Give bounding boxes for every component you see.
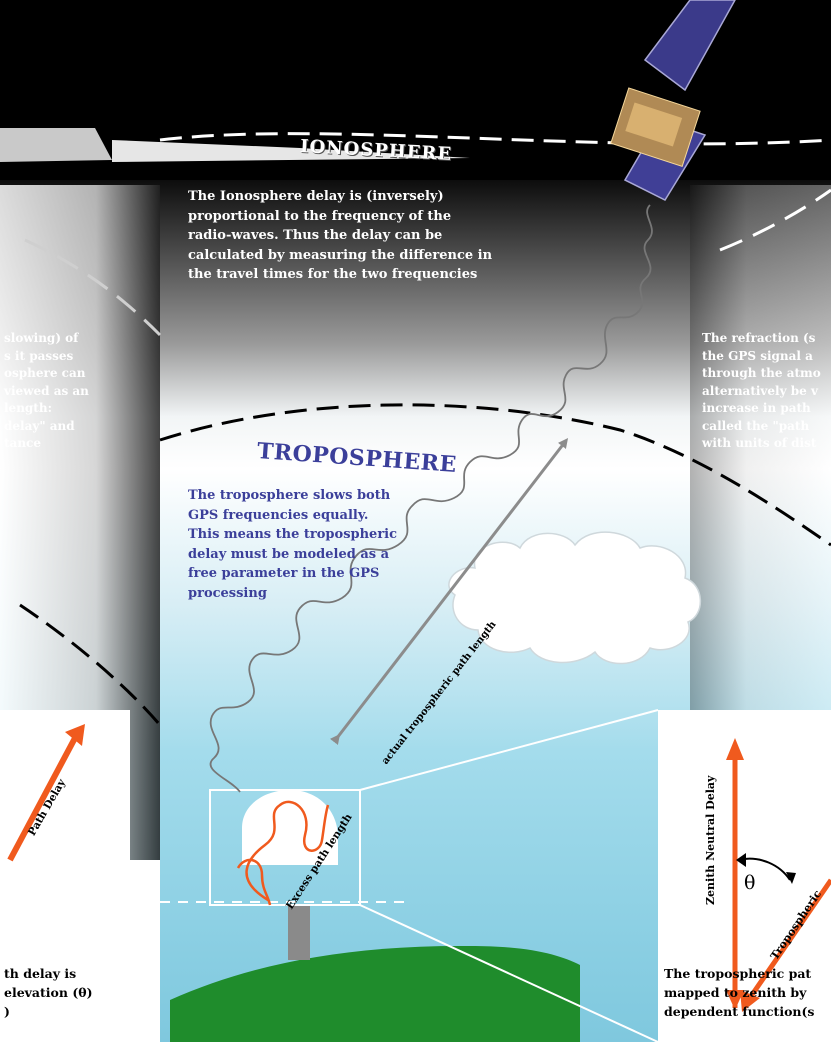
ionosphere-text-line: radio-waves. Thus the delay can be <box>188 228 443 243</box>
refraction-left-line: s it passes <box>4 348 74 363</box>
slant-arrow-bottom-head <box>740 990 760 1012</box>
ionosphere-text-line: calculated by measuring the difference i… <box>188 247 493 263</box>
right-inset-box <box>658 710 831 1042</box>
theta-label: θ <box>744 872 756 894</box>
refraction-left-line: delay" and <box>4 418 75 433</box>
zenith-caption-line: th delay is <box>4 966 77 981</box>
troposphere-text-line: The troposphere slows both <box>188 488 391 503</box>
refraction-right-line: the GPS signal a <box>702 348 813 363</box>
inset-connector-top <box>359 709 659 791</box>
refraction-left-line: viewed as an <box>4 383 89 398</box>
troposphere-boundary <box>159 403 831 547</box>
mapping-caption-line: dependent function(s <box>664 1004 815 1019</box>
zenith-arrow-top-head <box>726 738 744 760</box>
refraction-description-right: The refraction (s the GPS signal a throu… <box>702 330 821 453</box>
left-slant-arrow <box>7 736 78 862</box>
gps-satellite <box>610 0 736 201</box>
ionosphere-text-line: the travel times for the two frequencies <box>188 267 478 282</box>
inset-connector-bottom <box>359 904 659 1042</box>
troposphere-text-line: processing <box>188 585 267 601</box>
ionosphere-left-boundary <box>24 238 162 337</box>
top-left-white-band <box>112 140 470 162</box>
zenith-caption-line: ) <box>4 1004 10 1019</box>
troposphere-text-line: free parameter in the GPS <box>188 566 380 581</box>
receiver-dome <box>242 790 338 843</box>
left-caption-box <box>0 860 160 1042</box>
theta-arc-head-right <box>786 872 796 884</box>
refraction-left-line: osphere can <box>4 366 86 380</box>
excess-path-wave <box>245 800 330 902</box>
receiver-inset-frame <box>209 789 361 906</box>
troposphere-text-line: delay must be modeled as a <box>188 546 390 562</box>
refraction-right-line: through the atmo <box>702 366 821 380</box>
mapping-caption-line: The tropospheric pat <box>664 966 812 981</box>
ionosphere-text-line: The Ionosphere delay is (inversely) <box>188 189 444 204</box>
ionosphere-description: The Ionosphere delay is (inversely) prop… <box>188 187 492 285</box>
satellite-upper-panel <box>643 0 736 92</box>
refraction-right-line: called the "path <box>702 418 810 433</box>
ground <box>170 945 580 1042</box>
receiver-pole <box>288 905 310 960</box>
zenith-delay-caption: th delay is elevation (θ) ) <box>4 964 92 1021</box>
slant-delay-arrow <box>742 878 831 1007</box>
troposphere-left-boundary <box>19 603 162 726</box>
refraction-right-line: with units of dist <box>702 436 817 450</box>
excess-path-wave-2 <box>236 858 272 906</box>
mapping-caption-line: mapped to zenith by <box>664 985 807 1000</box>
troposphere-text-line: GPS frequencies equally. <box>188 507 369 523</box>
top-left-white-shape <box>0 128 112 162</box>
refraction-left-line: slowing) of <box>4 331 79 345</box>
ionosphere-upper-boundary <box>159 132 831 146</box>
refraction-right-line: The refraction (s <box>702 331 816 345</box>
right-side-panel <box>690 185 831 720</box>
receiver-base <box>242 843 338 865</box>
refraction-left-line: length: <box>4 401 53 415</box>
mapping-function-caption: The tropospheric pat mapped to zenith by… <box>664 964 814 1021</box>
satellite-foil <box>625 102 683 147</box>
refraction-right-line: increase in path <box>702 401 811 415</box>
left-slant-arrowhead <box>65 724 85 746</box>
zenith-delay-label: Zenith Neutral Delay <box>704 775 717 905</box>
cloud <box>448 531 702 665</box>
ionosphere-right-boundary <box>719 188 831 252</box>
refraction-left-line: tance <box>4 436 41 450</box>
refraction-right-line: alternatively be v <box>702 383 818 398</box>
troposphere-description: The troposphere slows both GPS frequenci… <box>188 486 397 603</box>
zenith-caption-line: elevation (θ) <box>4 985 93 1000</box>
troposphere-text-line: This means the tropospheric <box>188 527 398 542</box>
refraction-description-left: slowing) of s it passes osphere can view… <box>4 330 89 453</box>
zenith-arrow-bottom-head <box>726 990 744 1010</box>
theta-arc-head-left <box>736 853 746 867</box>
ionosphere-text-line: proportional to the frequency of the <box>188 208 452 224</box>
actual-path-arrow <box>329 438 569 746</box>
